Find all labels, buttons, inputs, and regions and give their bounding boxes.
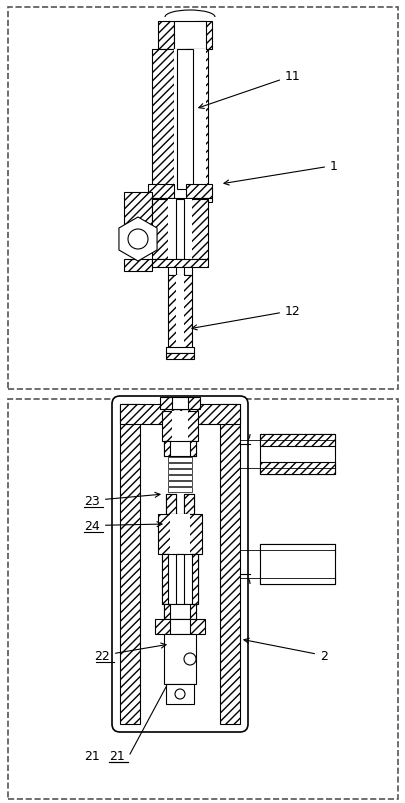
Bar (162, 554, 168, 604)
Bar (259, 463, 334, 475)
Bar (164, 604, 170, 619)
Text: 11: 11 (198, 70, 300, 109)
Bar (168, 275, 192, 356)
Bar (183, 495, 194, 515)
Bar (175, 554, 183, 604)
Bar (168, 482, 192, 487)
Bar (166, 348, 194, 353)
Bar (168, 470, 192, 475)
Bar (166, 495, 175, 515)
Bar (259, 434, 334, 446)
Bar (120, 405, 140, 724)
Bar (120, 405, 239, 425)
Bar (8, 400, 397, 799)
Circle shape (183, 653, 196, 665)
Bar (170, 619, 190, 634)
Bar (155, 619, 205, 634)
Bar (162, 554, 198, 604)
Bar (158, 22, 174, 50)
Bar (174, 22, 205, 50)
Bar (192, 554, 198, 604)
Bar (148, 185, 174, 199)
Bar (183, 267, 192, 275)
Text: 21: 21 (109, 749, 125, 762)
Bar (183, 495, 194, 515)
Bar (259, 573, 334, 585)
Bar (148, 199, 211, 202)
Bar (259, 544, 334, 585)
Text: 12: 12 (192, 304, 300, 331)
Bar (185, 185, 211, 199)
Bar (164, 442, 170, 456)
Bar (151, 259, 207, 267)
Bar (177, 50, 192, 190)
Text: 24: 24 (84, 520, 162, 532)
Text: 1: 1 (224, 160, 337, 185)
Bar (168, 487, 192, 492)
Bar (196, 22, 211, 50)
Bar (160, 397, 200, 410)
Bar (174, 50, 205, 190)
Bar (164, 634, 196, 684)
Bar (151, 50, 174, 190)
Bar (190, 604, 196, 619)
Bar (151, 200, 207, 259)
Bar (220, 405, 239, 724)
Bar (259, 544, 334, 556)
Bar (124, 193, 151, 233)
Bar (124, 259, 151, 271)
Bar (158, 515, 202, 554)
Bar (172, 411, 188, 442)
Bar (164, 442, 196, 456)
Bar (168, 475, 192, 480)
Bar (168, 200, 192, 259)
Bar (168, 267, 175, 275)
FancyBboxPatch shape (112, 397, 247, 732)
Bar (166, 353, 194, 360)
Bar (168, 458, 192, 463)
Text: 22: 22 (94, 643, 166, 662)
Bar (190, 442, 196, 456)
Bar (175, 200, 183, 259)
Bar (8, 8, 397, 389)
Bar (170, 515, 190, 554)
Text: 2: 2 (243, 638, 327, 662)
Bar (124, 225, 151, 245)
Bar (185, 50, 207, 190)
Bar (162, 411, 198, 442)
Bar (164, 604, 196, 619)
Circle shape (175, 689, 185, 699)
Bar (172, 397, 188, 410)
Polygon shape (119, 218, 157, 262)
Text: 23: 23 (84, 493, 160, 507)
Bar (168, 463, 192, 468)
Polygon shape (259, 434, 334, 475)
Circle shape (128, 230, 148, 250)
Bar (166, 684, 194, 704)
Bar (175, 275, 183, 356)
Text: 21: 21 (84, 749, 100, 762)
Bar (166, 495, 175, 515)
